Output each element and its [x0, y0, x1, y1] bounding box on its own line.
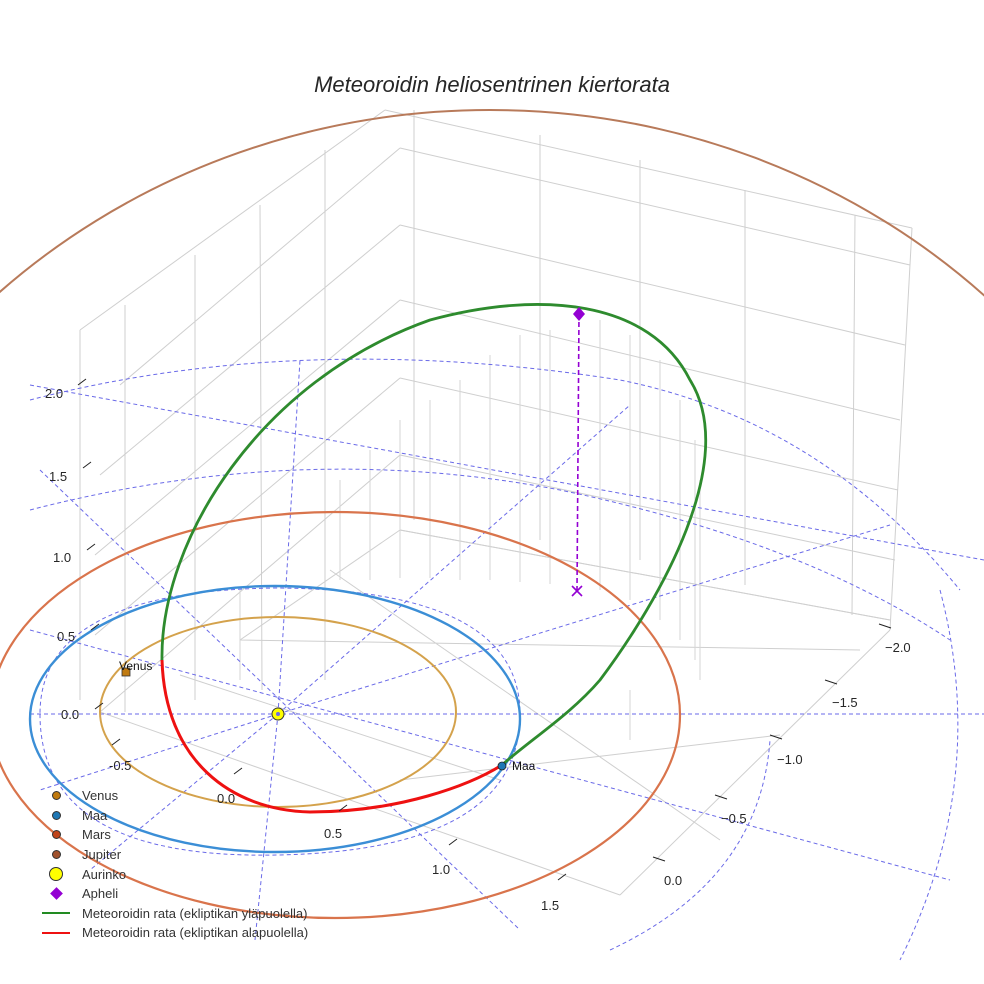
x-tick: 0.5 [324, 826, 342, 841]
sun-icon [49, 867, 63, 882]
red-line-icon [42, 931, 70, 934]
grid-panes [79, 109, 913, 896]
sun-center-icon [276, 712, 280, 716]
diamond-icon [49, 887, 63, 901]
legend-item-venus[interactable]: Venus [36, 786, 308, 806]
legend-label: Jupiter [82, 847, 122, 863]
venus-marker[interactable] [121, 667, 131, 677]
legend-item-mars[interactable]: Mars [36, 825, 308, 845]
aphelion-drop-line [576, 313, 580, 591]
x-axis: 0.0 0.5 1.0 1.5 [217, 767, 567, 913]
legend-label: Venus [82, 788, 119, 804]
jupiter-orbit [0, 109, 984, 297]
y-axis: −2.0 −1.5 −1.0 −0.5 0.0 [652, 623, 911, 888]
jupiter-dot-icon [51, 850, 61, 860]
legend-label: Aurinko [82, 866, 127, 882]
legend-item-orbit-above[interactable]: Meteoroidin rata (ekliptikan yläpuolella… [36, 904, 308, 924]
legend-label: Mars [82, 827, 111, 843]
legend-item-maa[interactable]: Maa [36, 806, 308, 826]
z-tick: 0.0 [61, 707, 79, 722]
x-tick: 0.0 [217, 791, 235, 806]
y-tick: −2.0 [885, 640, 911, 655]
x-tick: 1.5 [541, 898, 559, 913]
meteoroid-orbit-above [160, 303, 708, 767]
earth-orbit [28, 584, 522, 854]
legend: Venus Maa Mars Jupiter Aurinko Apheli Me… [36, 786, 308, 943]
legend-label: Meteoroidin rata (ekliptikan yläpuolella… [82, 905, 308, 921]
aphelion-projection-marker [571, 585, 583, 597]
drop-lines [239, 320, 701, 740]
aphelion-marker[interactable] [573, 307, 585, 321]
legend-label: Maa [82, 807, 108, 823]
legend-item-aurinko[interactable]: Aurinko [36, 864, 308, 884]
green-line-icon [42, 912, 70, 915]
z-tick: 0.5 [57, 629, 75, 644]
y-tick: −0.5 [721, 811, 747, 826]
mars-dot-icon [51, 830, 61, 840]
legend-item-jupiter[interactable]: Jupiter [36, 845, 308, 865]
z-axis: 2.0 1.5 1.0 0.5 0.0 -0.5 [45, 378, 131, 773]
legend-label: Apheli [82, 886, 119, 902]
meteoroid-orbit-below [160, 659, 503, 814]
z-tick: 1.5 [49, 469, 67, 484]
earth-label: Maa [512, 759, 536, 773]
venus-dot-icon [51, 791, 61, 801]
venus-orbit [99, 616, 457, 808]
z-tick: 2.0 [45, 386, 63, 401]
y-tick: 0.0 [664, 873, 682, 888]
x-tick: 1.0 [432, 862, 450, 877]
mars-orbit [0, 510, 681, 920]
legend-item-orbit-below[interactable]: Meteoroidin rata (ekliptikan alapuolella… [36, 923, 308, 943]
y-tick: −1.5 [832, 695, 858, 710]
legend-item-apheli[interactable]: Apheli [36, 884, 308, 904]
venus-label: Venus [119, 659, 152, 673]
legend-label: Meteoroidin rata (ekliptikan alapuolella… [82, 925, 309, 941]
chart-title: Meteoroidin heliosentrinen kiertorata [314, 72, 670, 97]
earth-marker[interactable] [497, 761, 507, 771]
z-tick: -0.5 [109, 758, 131, 773]
y-tick: −1.0 [777, 752, 803, 767]
z-tick: 1.0 [53, 550, 71, 565]
earth-dot-icon [51, 810, 61, 820]
